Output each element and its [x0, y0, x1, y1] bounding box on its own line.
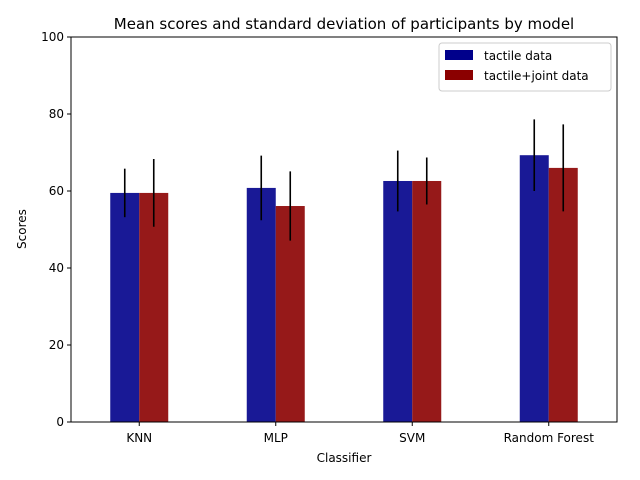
legend: tactile data tactile+joint data [438, 42, 612, 92]
legend-box [438, 42, 612, 92]
y-axis-label: Scores [15, 209, 29, 249]
legend-swatch-series-2 [445, 70, 473, 80]
axes-frame [70, 36, 618, 423]
x-axis-label: Classifier [317, 451, 372, 465]
bar-svm-series-2 [412, 180, 442, 422]
legend-swatch-series-1 [445, 50, 473, 60]
x-tick-label: KNN [126, 431, 152, 445]
y-tick-label: 0 [56, 415, 64, 429]
plot-area [70, 36, 618, 423]
x-tick-label: Random Forest [504, 431, 595, 445]
legend-label-series-2: tactile+joint data [484, 69, 589, 83]
x-tick-label: SVM [399, 431, 425, 445]
bar-random-forest-series-1 [519, 155, 549, 422]
y-tick-label: 20 [49, 338, 64, 352]
bar-knn-series-1 [110, 192, 140, 422]
y-tick-label: 40 [49, 261, 64, 275]
x-tick-label: MLP [264, 431, 288, 445]
y-tick-label: 80 [49, 107, 64, 121]
y-tick-label: 100 [41, 30, 64, 44]
y-axis: 0 20 40 60 80 100 [41, 30, 71, 429]
chart-title: Mean scores and standard deviation of pa… [114, 15, 574, 33]
bar-knn-series-2 [139, 192, 169, 422]
bar-mlp-series-2 [275, 206, 305, 422]
x-axis: KNN MLP SVM Random Forest [126, 422, 594, 445]
y-tick-label: 60 [49, 184, 64, 198]
bar-mlp-series-1 [246, 187, 276, 422]
legend-label-series-1: tactile data [484, 49, 552, 63]
bar-svm-series-1 [383, 180, 413, 422]
